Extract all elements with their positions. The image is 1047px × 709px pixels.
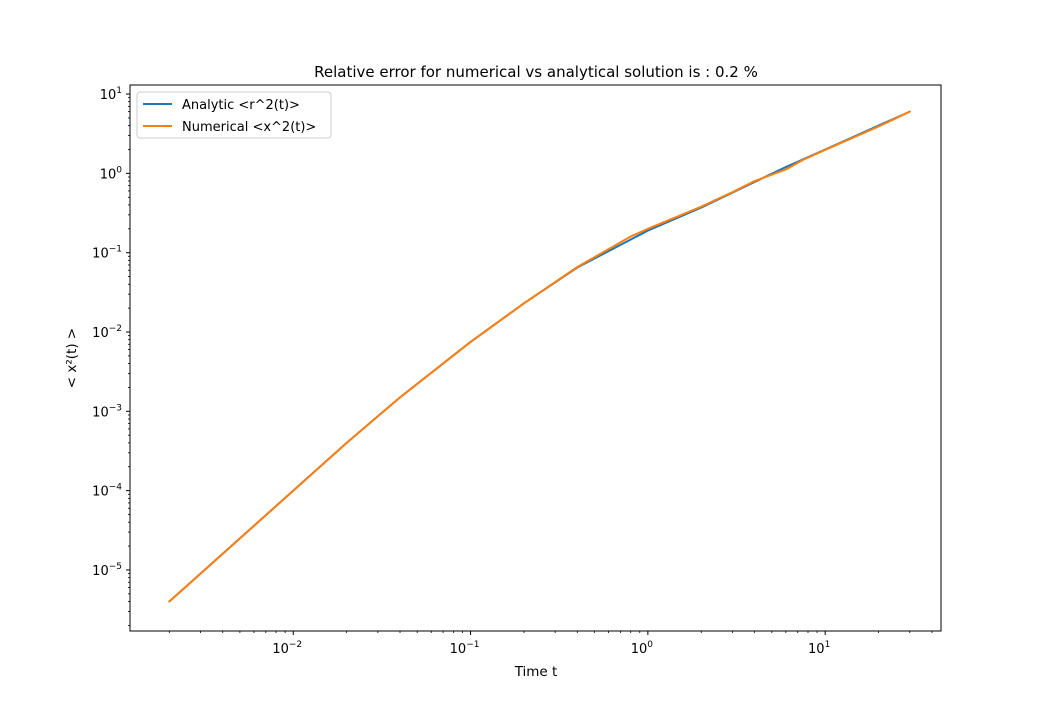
legend-label-analytic: Analytic <r^2(t)> bbox=[182, 98, 300, 113]
axes-frame bbox=[129, 84, 942, 632]
series-layer bbox=[168, 110, 911, 603]
legend-label-numerical: Numerical <x^2(t)> bbox=[182, 120, 316, 135]
y-axis-label: < x²(t) > bbox=[64, 328, 80, 388]
x-axis-label: Time t bbox=[514, 664, 558, 680]
chart-title: Relative error for numerical vs analytic… bbox=[314, 63, 758, 81]
legend: Analytic <r^2(t)> Numerical <x^2(t)> bbox=[136, 91, 332, 139]
plot-area bbox=[129, 84, 942, 632]
series-line-1 bbox=[168, 110, 911, 603]
legend-box bbox=[136, 91, 332, 139]
